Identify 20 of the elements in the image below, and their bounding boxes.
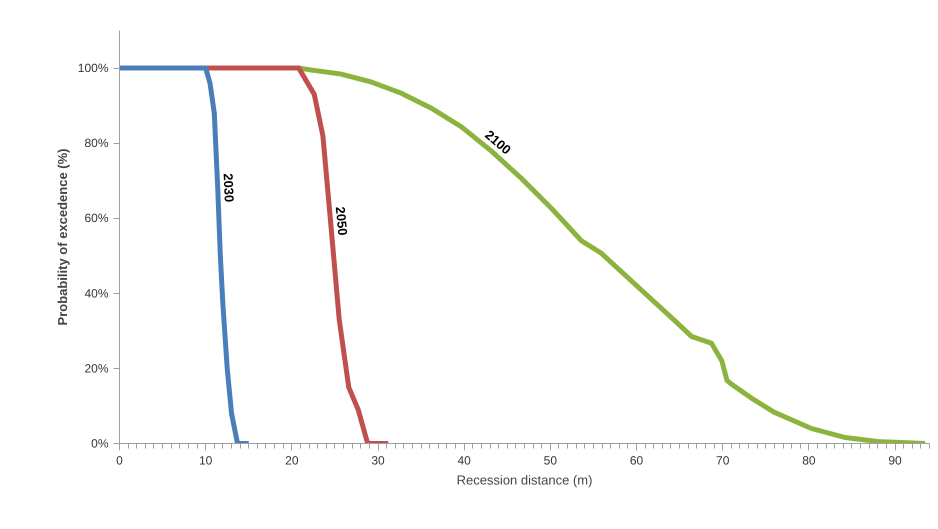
y-tick-label: 100% <box>78 61 109 76</box>
x-tick-label: 70 <box>716 454 730 468</box>
x-tick-label: 80 <box>802 454 816 468</box>
x-tick-label: 50 <box>544 454 558 468</box>
x-tick-label: 0 <box>116 454 124 468</box>
y-tick-label: 20% <box>84 361 109 376</box>
x-tick-label: 10 <box>198 454 213 468</box>
x-tick-label: 30 <box>371 454 386 468</box>
y-tick-label: 80% <box>84 136 109 150</box>
y-tick-label: 40% <box>84 286 109 300</box>
x-tick-label: 20 <box>285 454 299 468</box>
text: 2030 <box>220 172 237 202</box>
x-tick-label: 90 <box>888 454 902 468</box>
y-tick-label: 0% <box>91 436 109 450</box>
text: 2050 <box>332 206 350 236</box>
y-tick-label: 60% <box>84 211 109 226</box>
y-axis-title: Probability of excedence (%) <box>54 148 70 326</box>
x-tick-label: 40 <box>458 454 472 468</box>
x-tick-label: 60 <box>630 454 644 468</box>
x-axis-title: Recession distance (m) <box>456 472 592 488</box>
